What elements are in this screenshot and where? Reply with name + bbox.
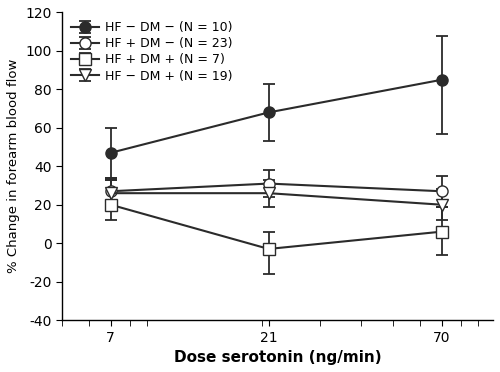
X-axis label: Dose serotonin (ng/min): Dose serotonin (ng/min) xyxy=(174,350,382,365)
Legend: HF − DM − (N = 10), HF + DM − (N = 23), HF + DM + (N = 7), HF − DM + (N = 19): HF − DM − (N = 10), HF + DM − (N = 23), … xyxy=(68,19,235,85)
Y-axis label: % Change in forearm blood flow: % Change in forearm blood flow xyxy=(7,59,20,273)
